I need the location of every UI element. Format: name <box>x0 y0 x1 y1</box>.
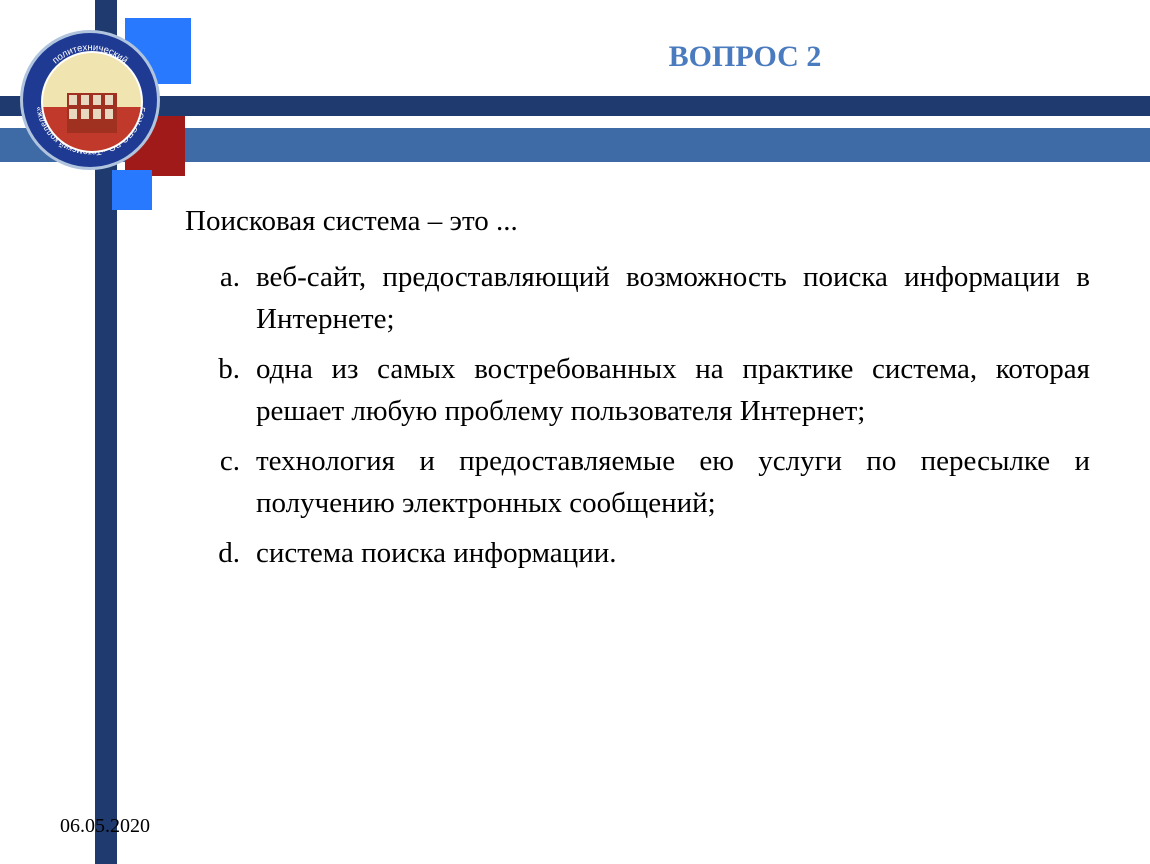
decor-square-blue-small <box>112 170 152 210</box>
horizontal-bar-dark <box>0 96 1150 116</box>
option-text: технология и предоставляемые ею услуги п… <box>256 440 1090 524</box>
option-text: система поиска информации. <box>256 532 1090 574</box>
question-stem: Поисковая система – это ... <box>185 200 1090 242</box>
option-a: a. веб-сайт, предоставляющий возможность… <box>185 256 1090 340</box>
option-c: c. технология и предоставляемые ею услуг… <box>185 440 1090 524</box>
option-letter: a. <box>185 256 256 340</box>
option-d: d. система поиска информации. <box>185 532 1090 574</box>
option-b: b. одна из самых востребованных на практ… <box>185 348 1090 432</box>
option-text: веб-сайт, предоставляющий возможность по… <box>256 256 1090 340</box>
slide-title: ВОПРОС 2 <box>400 40 1090 74</box>
slide-date: 06.05.2020 <box>60 815 150 838</box>
option-text: одна из самых востребованных на практике… <box>256 348 1090 432</box>
logo-building-icon <box>67 93 117 133</box>
option-letter: d. <box>185 532 256 574</box>
option-letter: b. <box>185 348 256 432</box>
question-block: Поисковая система – это ... a. веб-сайт,… <box>185 200 1090 582</box>
option-letter: c. <box>185 440 256 524</box>
college-logo: политехнический БОУ СПО ВО «Тотемский ко… <box>20 30 160 170</box>
slide: политехнический БОУ СПО ВО «Тотемский ко… <box>0 0 1150 864</box>
logo-inner-circle <box>41 51 143 153</box>
